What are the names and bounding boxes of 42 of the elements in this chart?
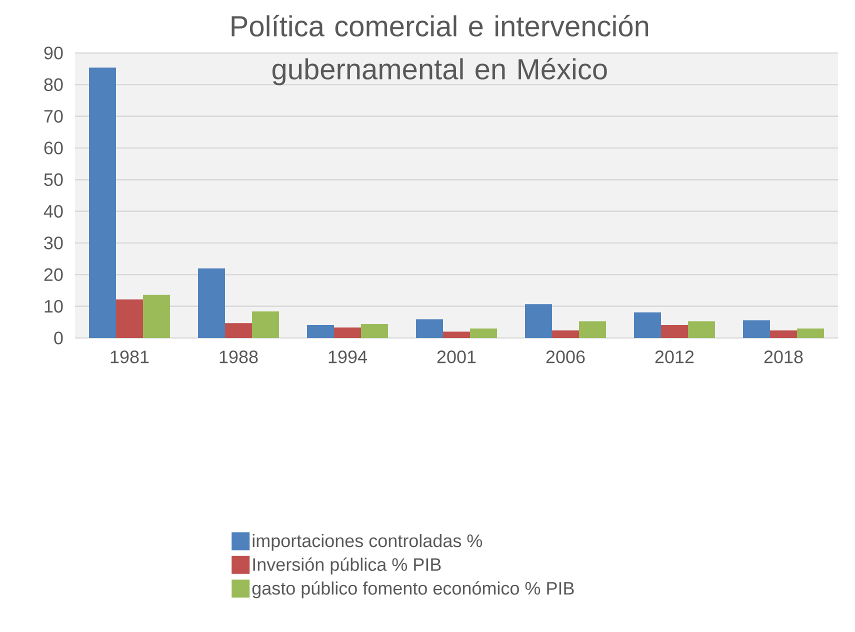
x-tick-label: 1981 <box>110 350 149 364</box>
y-tick-label: 80 <box>44 78 63 92</box>
bar <box>742 320 770 338</box>
bar <box>143 294 170 338</box>
bar <box>660 325 688 338</box>
y-tick-label: 40 <box>44 204 63 218</box>
bar <box>89 68 116 338</box>
bar <box>634 312 661 338</box>
bar <box>552 330 579 338</box>
bar <box>470 328 497 338</box>
bar <box>334 328 361 338</box>
y-tick-label: 50 <box>44 173 63 186</box>
y-tick-label: 20 <box>44 268 63 282</box>
bar <box>116 299 144 338</box>
y-tick-label: 70 <box>44 110 63 123</box>
x-tick-label: 2006 <box>546 350 585 364</box>
y-tick-label: 90 <box>44 46 63 60</box>
bar <box>770 330 797 338</box>
bar <box>796 328 824 338</box>
bar <box>525 304 552 338</box>
legend-label: Inversión pública % PIB <box>253 558 441 575</box>
y-tick-label: 0 <box>54 332 63 344</box>
bar <box>688 321 715 338</box>
bar <box>307 325 334 338</box>
bar <box>252 311 280 338</box>
bar <box>361 324 388 338</box>
legend-label: importaciones controladas % <box>252 534 482 551</box>
y-tick-label: 30 <box>44 236 63 250</box>
x-tick-label: 2001 <box>437 350 476 364</box>
legend-label: gasto público fomento económico % PIB <box>252 581 574 598</box>
x-tick-label: 1988 <box>220 350 258 364</box>
bar <box>225 323 252 338</box>
y-tick-label: 10 <box>44 300 63 313</box>
x-tick-label: 2018 <box>764 350 803 364</box>
x-tick-label: 2012 <box>655 350 694 364</box>
x-tick-label: 1994 <box>328 350 367 364</box>
chart-title: Política comercial e intervención gubernamental en México <box>232 14 648 86</box>
y-tick-label: 60 <box>44 142 63 154</box>
bar <box>198 268 226 338</box>
bar <box>416 319 443 338</box>
bar <box>579 321 606 338</box>
bar <box>443 332 470 338</box>
